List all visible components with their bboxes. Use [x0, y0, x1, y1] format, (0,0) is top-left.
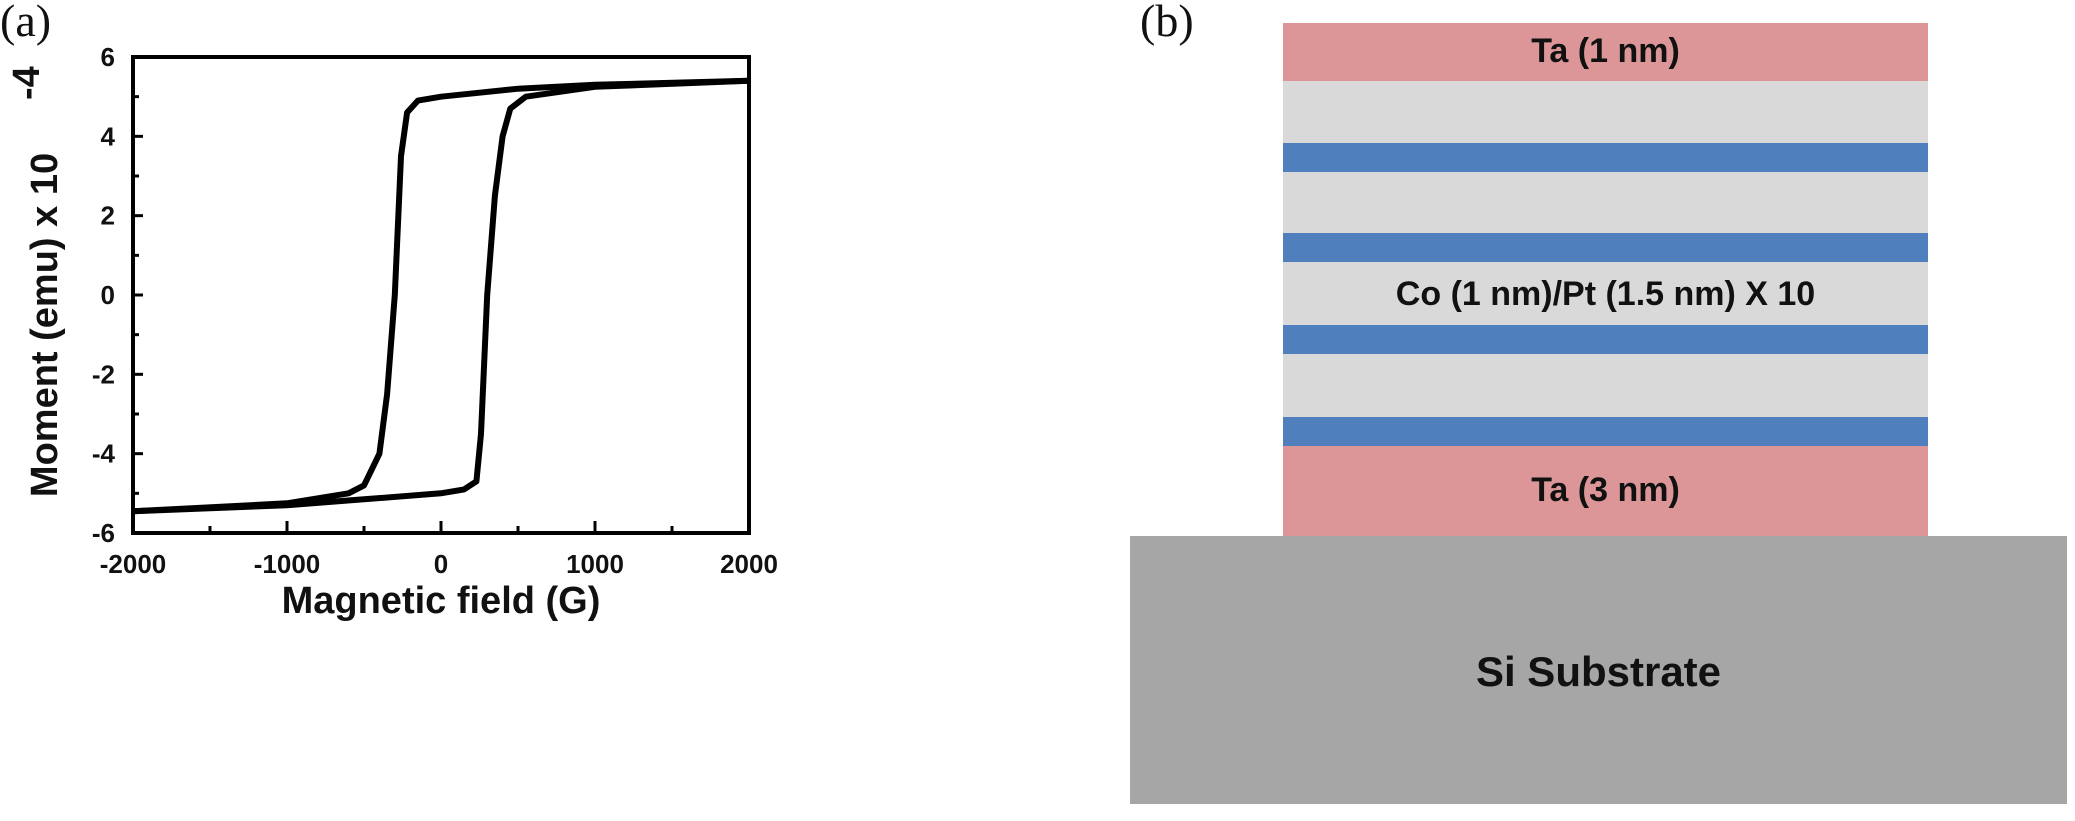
series-ascending [132, 77, 750, 515]
y-axis-exponent: -4 [6, 66, 48, 100]
y-tick-label: 6 [101, 42, 115, 72]
x-tick-label: -1000 [254, 549, 321, 579]
layer-ta-top-label: Ta (1 nm) [1531, 32, 1680, 70]
co-stripe [1283, 417, 1928, 446]
y-tick-label: 2 [101, 201, 115, 231]
x-tick-label: 1000 [566, 549, 624, 579]
x-tick-label: 2000 [720, 549, 778, 579]
layer-ta-bottom-label: Ta (3 nm) [1531, 471, 1680, 509]
layer-copt-multilayer: Co (1 nm)/Pt (1.5 nm) X 10 [1283, 81, 1928, 450]
panel-b-label: (b) [1140, 0, 1194, 46]
y-tick-label: -6 [92, 518, 115, 548]
series-descending [132, 77, 750, 515]
layer-copt-label: Co (1 nm)/Pt (1.5 nm) X 10 [1395, 275, 1816, 313]
layer-ta-bottom: Ta (3 nm) [1283, 446, 1928, 536]
layer-ta-top: Ta (1 nm) [1283, 23, 1928, 81]
x-axis-label: Magnetic field (G) [282, 580, 601, 622]
y-axis-label: Moment (emu) x 10 [24, 153, 66, 497]
y-tick-label: -4 [92, 439, 116, 469]
y-tick-label: -2 [92, 359, 115, 389]
x-tick-label: 0 [434, 549, 448, 579]
y-tick-label: 4 [101, 121, 116, 151]
panel-a-label: (a) [0, 0, 52, 46]
co-stripe [1283, 143, 1928, 172]
hysteresis-chart: -2000 -1000 0 1000 2000 -6 -4 -2 0 2 4 6 Magnetic f… [6, 42, 778, 622]
si-substrate-label: Si Substrate [1475, 648, 1722, 695]
co-stripe [1283, 233, 1928, 262]
plot-frame [131, 55, 751, 535]
y-tick-label: 0 [101, 280, 115, 310]
si-substrate: Si Substrate [1130, 536, 2067, 804]
co-stripe [1283, 325, 1928, 354]
x-tick-label: -2000 [100, 549, 167, 579]
